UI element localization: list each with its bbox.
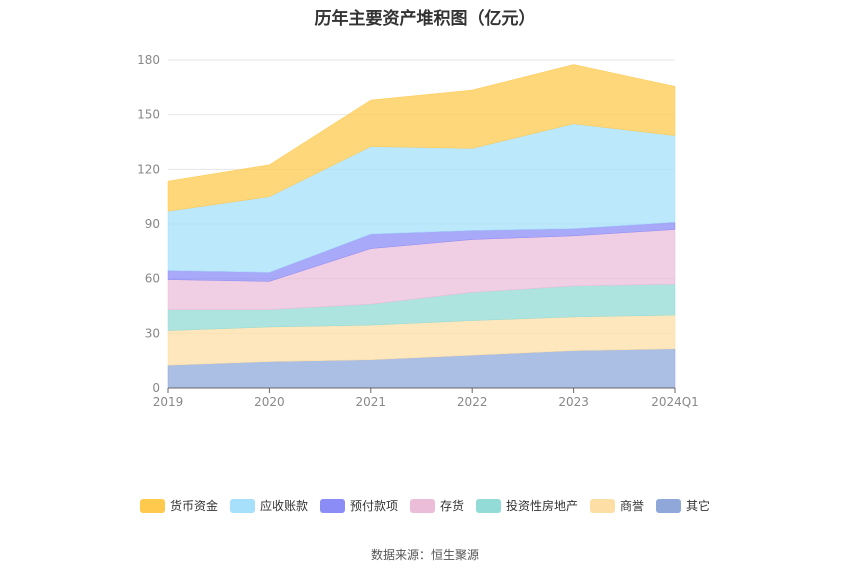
legend-item[interactable]: 存货 — [409, 497, 464, 514]
legend-label: 投资性房地产 — [506, 499, 579, 513]
y-tick-label: 180 — [137, 53, 160, 67]
legend-swatch — [590, 498, 616, 513]
legend-item[interactable]: 投资性房地产 — [476, 497, 578, 514]
x-tick-label: 2024Q1 — [651, 395, 699, 409]
legend-swatch — [229, 498, 255, 513]
legend-swatch — [656, 498, 682, 513]
legend-label: 存货 — [439, 499, 464, 513]
legend-label: 货币资金 — [169, 499, 218, 513]
legend-label: 应收账款 — [259, 499, 308, 513]
legend-swatch — [476, 498, 501, 513]
y-tick-label: 30 — [145, 326, 160, 340]
legend-swatch — [409, 498, 435, 513]
data-source-note: 数据来源：恒生聚源 — [370, 548, 479, 562]
legend-item[interactable]: 商誉 — [590, 497, 644, 514]
y-tick-label: 120 — [137, 162, 160, 176]
y-tick-label: 0 — [152, 381, 160, 395]
x-tick-label: 2021 — [356, 395, 387, 409]
x-tick-label: 2020 — [254, 395, 285, 409]
x-tick-label: 2023 — [558, 395, 589, 409]
y-tick-label: 90 — [145, 217, 160, 231]
x-tick-label: 2022 — [457, 395, 488, 409]
legend-label: 其它 — [686, 499, 711, 513]
legend-item[interactable]: 其它 — [656, 497, 710, 514]
legend-item[interactable]: 预付款项 — [319, 497, 398, 514]
x-tick-label: 2019 — [153, 395, 184, 409]
legend-label: 商誉 — [620, 499, 645, 513]
legend-swatch — [139, 498, 165, 513]
legend-swatch — [319, 498, 345, 513]
series-area-货币资金 — [167, 64, 676, 212]
chart-legend: 货币资金 应收账款 预付款项 存货 投资性房地产 商誉 其它 — [0, 497, 850, 514]
chart-title: 历年主要资产堆积图（亿元） — [314, 9, 536, 29]
legend-label: 预付款项 — [349, 499, 398, 513]
y-tick-label: 150 — [137, 108, 160, 122]
legend-item[interactable]: 应收账款 — [229, 497, 308, 514]
y-tick-label: 60 — [145, 272, 160, 286]
legend-item[interactable]: 货币资金 — [139, 497, 218, 514]
